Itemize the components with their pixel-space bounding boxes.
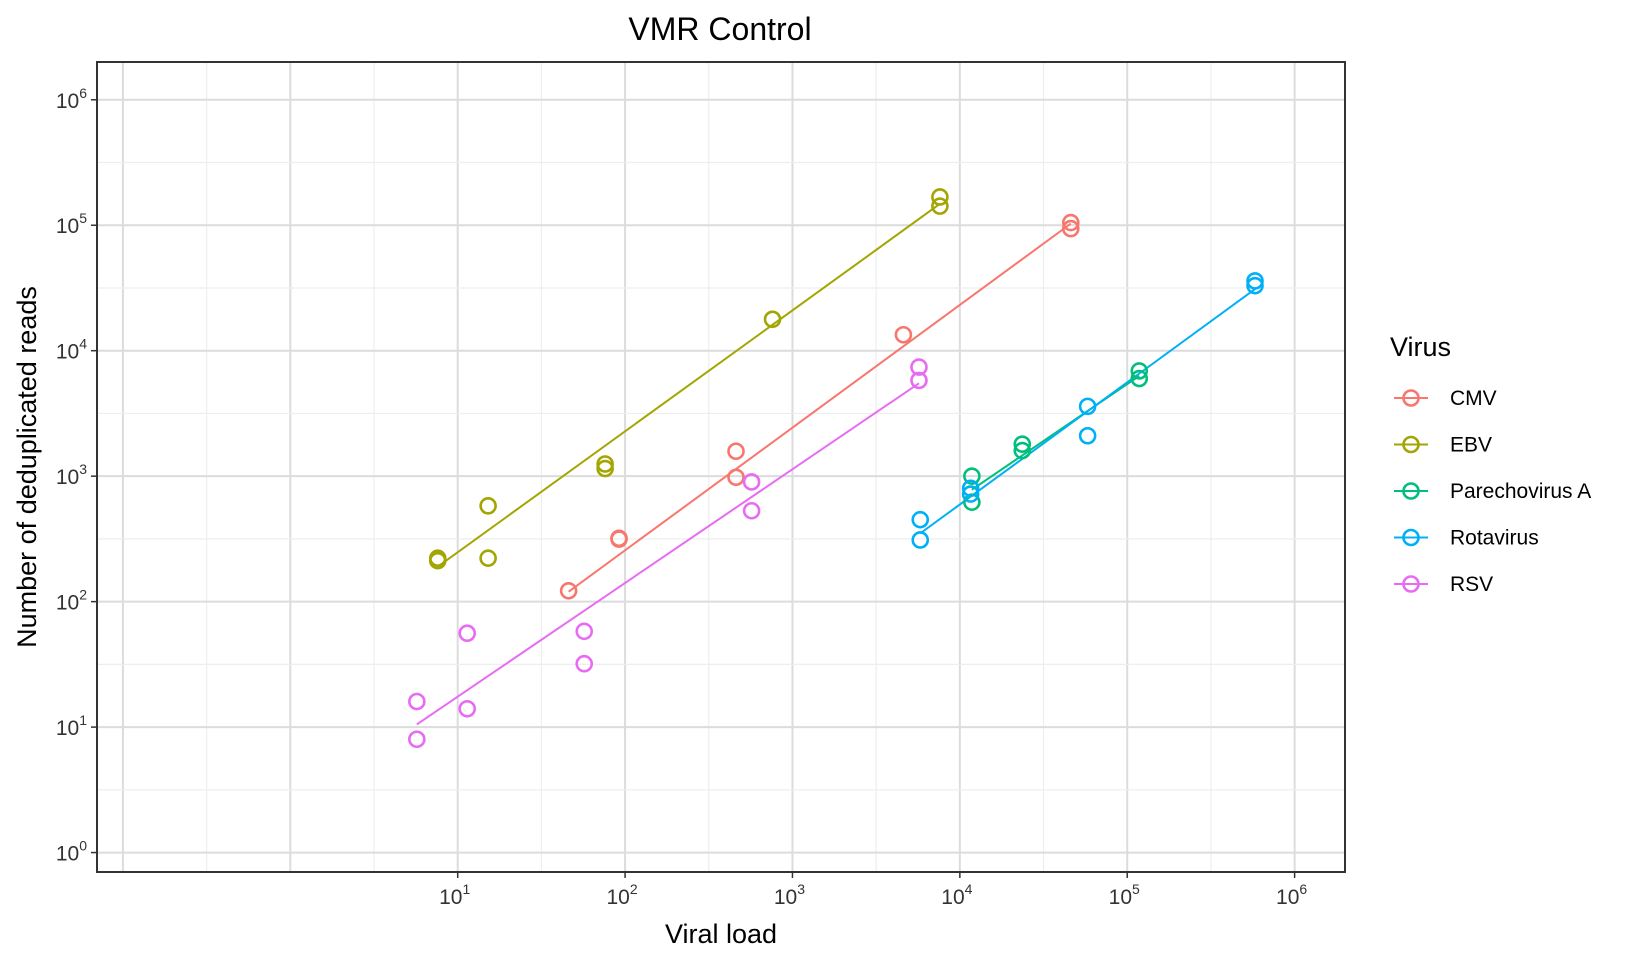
x-axis-title: Viral load	[665, 919, 777, 949]
fit-line-ebv	[437, 203, 941, 568]
point-rsv	[458, 624, 477, 643]
point-ebv	[931, 197, 949, 215]
y-tick-label: 100	[56, 838, 87, 866]
point-rsv	[408, 730, 426, 749]
legend-item-cmv: CMV	[1394, 387, 1497, 410]
point-parechovirus-a	[963, 467, 981, 485]
fit-line-cmv	[568, 222, 1072, 593]
y-tick-label: 104	[56, 336, 87, 364]
point-parechovirus-a	[1013, 435, 1032, 453]
legend-label: Parechovirus A	[1450, 480, 1591, 503]
x-tick-label: 102	[607, 881, 638, 909]
point-cmv	[1061, 213, 1080, 232]
point-parechovirus-a	[1013, 441, 1032, 460]
x-tick-label: 104	[941, 881, 972, 909]
legend-key-point	[1402, 435, 1420, 454]
point-cmv	[727, 442, 745, 461]
point-rotavirus	[911, 510, 930, 529]
point-rsv	[910, 371, 928, 390]
point-parechovirus-a	[1130, 369, 1149, 388]
point-cmv	[559, 581, 578, 600]
fit-lines	[416, 203, 1256, 726]
point-rotavirus	[911, 531, 930, 549]
point-rotavirus	[961, 485, 980, 503]
point-ebv	[596, 459, 614, 478]
point-ebv	[931, 188, 949, 206]
point-cmv	[894, 325, 913, 344]
legend-key-point	[1402, 575, 1420, 593]
legend-label: CMV	[1450, 387, 1497, 410]
x-tick-label: 105	[1109, 881, 1140, 909]
point-ebv	[763, 310, 782, 329]
point-rotavirus	[1078, 397, 1097, 416]
point-rsv	[742, 501, 761, 520]
point-rotavirus	[1078, 426, 1097, 445]
chart-title: VMR Control	[628, 11, 811, 47]
grid-lines	[97, 62, 1345, 872]
point-ebv	[428, 551, 447, 570]
data-points	[408, 188, 1264, 749]
point-rsv	[910, 358, 928, 376]
legend-key-point	[1402, 389, 1420, 407]
point-rotavirus	[961, 479, 980, 498]
legend-title: Virus	[1390, 332, 1451, 362]
point-cmv	[610, 530, 628, 548]
point-rsv	[742, 473, 761, 491]
x-axis-ticks: 101 102 103 104 105 106	[439, 872, 1307, 909]
point-rotavirus	[1246, 272, 1264, 290]
legend-item-rsv: RSV	[1394, 573, 1493, 596]
legend: Virus CMV EBV Parechovirus A Rotavirus RSV	[1390, 332, 1591, 596]
point-rotavirus	[1246, 276, 1264, 295]
legend-key-point	[1402, 482, 1420, 500]
y-tick-label: 103	[56, 461, 87, 489]
point-ebv	[479, 497, 497, 515]
legend-label: Rotavirus	[1450, 527, 1539, 550]
legend-item-ebv: EBV	[1394, 434, 1492, 457]
y-axis-title: Number of deduplicated reads	[12, 286, 42, 648]
point-cmv	[727, 468, 745, 487]
y-tick-label: 106	[56, 85, 87, 113]
legend-label: EBV	[1450, 434, 1492, 457]
legend-item-rotavirus: Rotavirus	[1394, 527, 1539, 550]
x-tick-label: 106	[1276, 881, 1307, 909]
point-parechovirus-a	[1130, 362, 1149, 380]
y-tick-label: 105	[56, 210, 87, 238]
legend-label: RSV	[1450, 573, 1493, 596]
point-rsv	[408, 692, 426, 711]
fit-line-rsv	[416, 382, 920, 726]
point-rsv	[458, 699, 477, 718]
x-tick-label: 103	[774, 881, 805, 909]
point-rsv	[575, 622, 594, 641]
plot-panel-border	[96, 61, 1346, 873]
point-ebv	[479, 549, 497, 567]
y-axis-ticks: 100 101 102 103 104 105 106	[56, 85, 97, 866]
plot-background	[97, 62, 1345, 872]
legend-item-parechovirus-a: Parechovirus A	[1394, 480, 1591, 503]
y-tick-label: 101	[56, 712, 87, 740]
y-tick-label: 102	[56, 587, 87, 615]
legend-key-point	[1402, 528, 1420, 547]
point-rsv	[575, 654, 594, 673]
x-tick-label: 101	[439, 881, 470, 909]
point-cmv	[1061, 219, 1080, 238]
